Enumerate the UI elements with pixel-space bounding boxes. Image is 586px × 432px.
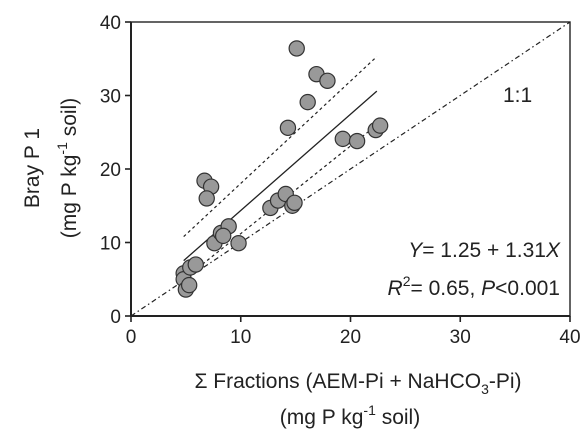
x-axis-units-end: soil) [376,406,420,429]
data-point [288,40,305,57]
data-point [180,276,198,294]
x-axis-units-superscript: -1 [363,402,376,418]
ci-upper-line [183,56,378,238]
x-axis-units: (mg P kg-1 soil) [280,402,420,429]
y-axis-units-main: (mg P kg [58,155,81,239]
data-point [279,119,297,137]
y-axis-units: (mg P kg-1 soil) [54,98,81,238]
x-tick-label: 0 [126,327,137,348]
y-tick-label: 40 [100,13,121,34]
data-point [187,256,204,273]
reference-line-1to1 [130,21,571,317]
x-tick-label: 40 [559,327,580,348]
y-axis-title: Bray P 1 [21,128,44,208]
regression-equation: Y= 1.25 + 1.31X [408,239,561,262]
reference-line-label: 1:1 [503,84,532,107]
y-axis-units-end: soil) [58,98,81,142]
regression-stats: R2= 0.65, P<0.001 [388,273,560,300]
data-point [299,93,316,111]
y-axis-units-superscript: -1 [54,142,70,155]
r-squared-value: = 0.65, [411,277,482,300]
data-point [334,130,352,148]
data-point [230,235,247,252]
x-tick-label: 20 [340,327,361,348]
y-tick-label: 10 [100,234,121,255]
y-tick-label: 30 [100,87,121,108]
p-symbol: P [481,277,495,300]
equation-body: = 1.25 + 1.31 [422,239,546,262]
y-tick-label: 20 [100,160,121,181]
data-point [198,190,215,207]
regression-line [183,90,378,262]
x-axis-units-main: (mg P kg [280,406,364,429]
ci-lower-line [183,124,378,280]
y-tick-label: 0 [110,307,121,328]
data-point [286,194,303,212]
equation-y-symbol: Y [408,239,424,262]
equation-x-symbol: X [545,239,561,262]
x-tick-label: 10 [230,327,251,348]
p-value: <0.001 [495,277,560,300]
data-point [214,227,232,245]
x-axis-title: Σ Fractions (AEM-Pi + NaHCO3-Pi) [194,370,521,397]
data-point [348,132,366,150]
x-axis-title-main: Σ Fractions (AEM-Pi + NaHCO [194,370,481,393]
r-squared-superscript: 2 [403,273,411,289]
r-symbol: R [388,277,403,300]
data-point [371,117,389,134]
plot-area [130,21,571,317]
data-point [319,72,336,90]
x-tick-label: 30 [450,327,471,348]
x-axis-title-end: -Pi) [489,370,522,393]
x-axis-title-subscript: 3 [481,381,489,397]
